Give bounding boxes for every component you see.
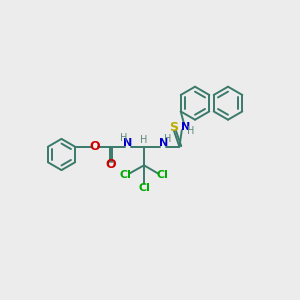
Text: Cl: Cl	[138, 182, 150, 193]
Text: H: H	[164, 134, 172, 145]
Text: Cl: Cl	[119, 170, 131, 180]
Text: N: N	[181, 122, 190, 132]
Text: H: H	[187, 126, 194, 136]
Text: N: N	[159, 138, 168, 148]
Text: Cl: Cl	[156, 170, 168, 180]
Text: H: H	[120, 133, 127, 143]
Text: O: O	[105, 158, 116, 171]
Text: O: O	[89, 140, 100, 153]
Text: N: N	[123, 138, 132, 148]
Text: H: H	[140, 135, 148, 145]
Text: S: S	[169, 121, 178, 134]
